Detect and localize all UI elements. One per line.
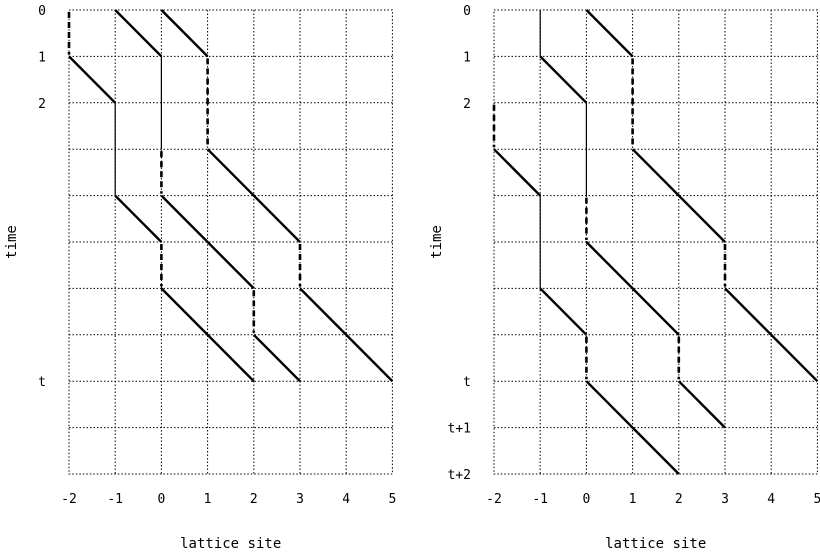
trajectories <box>492 9 819 475</box>
plot-frame <box>68 9 393 475</box>
diagonal-segment <box>585 241 680 336</box>
diagonal-segment <box>493 148 542 197</box>
x-tick-label: 4 <box>767 492 775 507</box>
diagonal-segment <box>677 380 726 429</box>
time-tick-label: t <box>38 375 46 390</box>
grid <box>68 9 393 475</box>
x-axis-label: lattice site <box>605 536 706 552</box>
x-tick-label: 4 <box>342 492 350 507</box>
x-tick-label: 5 <box>813 492 820 507</box>
diagonal-segment <box>160 287 255 383</box>
diagonal-segment <box>585 380 680 475</box>
diagonal-segment <box>724 287 819 383</box>
diagonal-segment <box>206 148 301 243</box>
diagonal-segment <box>539 287 588 336</box>
time-tick-label: t <box>463 375 471 390</box>
time-tick-label: 2 <box>463 97 471 112</box>
diagonal-segment <box>160 9 209 58</box>
x-tick-label: 1 <box>204 492 212 507</box>
diagonal-segment <box>114 9 163 58</box>
x-tick-label: 1 <box>629 492 637 507</box>
x-tick-label: -1 <box>532 492 548 507</box>
x-tick-label: 2 <box>250 492 258 507</box>
time-tick-label: 0 <box>38 4 46 19</box>
x-tick-label: 2 <box>675 492 683 507</box>
time-tick-label: t+2 <box>448 468 471 483</box>
diagonal-segment <box>299 287 394 383</box>
diagonal-segment <box>68 55 117 104</box>
x-tick-label: -2 <box>486 492 502 507</box>
diagonal-segment <box>160 194 255 290</box>
diagonal-segment <box>539 55 588 104</box>
time-tick-label: t+1 <box>448 422 471 437</box>
x-axis-label: lattice site <box>180 536 281 552</box>
time-tick-label: 2 <box>38 97 46 112</box>
x-tick-label: 0 <box>582 492 590 507</box>
time-tick-label: 1 <box>463 50 471 65</box>
plot-frame <box>493 9 818 475</box>
time-tick-label: 1 <box>38 50 46 65</box>
trajectories <box>67 9 394 383</box>
panel-left: -2 -1 0 1 2 3 4 5 0 1 2 t time lattice site <box>4 4 396 552</box>
x-tick-label: 3 <box>296 492 304 507</box>
x-tick-label: -1 <box>107 492 123 507</box>
x-tick-label: 0 <box>157 492 165 507</box>
diagonal-segment <box>114 194 163 243</box>
y-axis-label: time <box>429 225 445 259</box>
diagonal-segment <box>631 148 726 243</box>
diagonal-segment <box>585 9 634 58</box>
y-axis-label: time <box>4 225 20 259</box>
time-tick-label: 0 <box>463 4 471 19</box>
grid <box>493 9 818 475</box>
x-tick-label: -2 <box>61 492 77 507</box>
panel-right: -2 -1 0 1 2 3 4 5 0 1 2 t t+1 t+2 time lattice site <box>429 4 820 552</box>
diagonal-segment <box>252 333 301 383</box>
x-tick-label: 5 <box>388 492 396 507</box>
x-tick-label: 3 <box>721 492 729 507</box>
